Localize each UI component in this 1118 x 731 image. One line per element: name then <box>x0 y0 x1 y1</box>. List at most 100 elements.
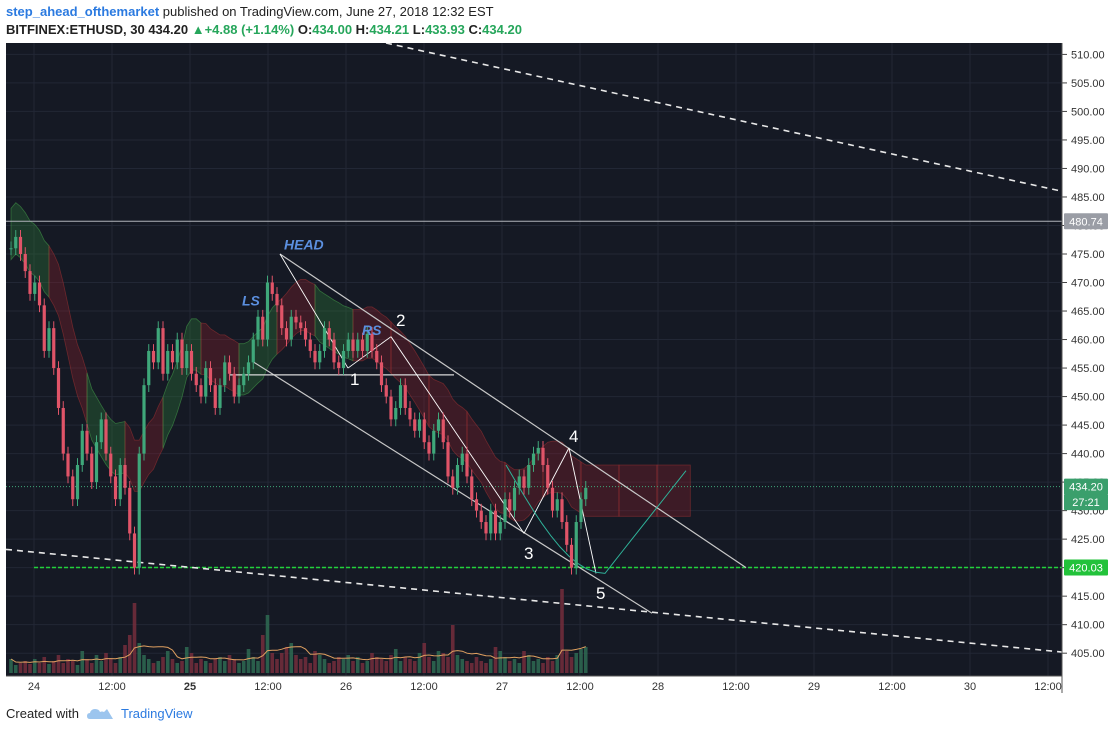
x-tick-label: 12:00 <box>98 681 126 693</box>
volume-bar <box>66 659 70 673</box>
volume-bar <box>465 661 469 673</box>
time-axis: 24 12:00 25 12:00 26 12:00 27 12:00 28 12:00 29 12:… <box>6 675 1062 693</box>
candle-body <box>527 465 531 488</box>
candle-body <box>569 544 574 568</box>
volume-bar <box>218 657 222 673</box>
candle-body <box>218 385 222 408</box>
candle-body <box>180 339 184 369</box>
candle-body <box>299 322 303 329</box>
candle-body <box>80 430 84 465</box>
candle-body <box>560 499 564 523</box>
candle-body <box>455 465 460 488</box>
volume-bar <box>47 664 51 673</box>
volume-bar <box>379 659 384 673</box>
y-tick-label: 455.00 <box>1071 363 1105 375</box>
volume-bar <box>541 663 545 673</box>
candle-body <box>118 465 122 500</box>
wave-segment <box>523 447 570 534</box>
candle-body <box>52 328 56 369</box>
candle-body <box>337 362 341 369</box>
volume-bar <box>389 655 393 673</box>
footer: Created with TradingView <box>6 704 193 724</box>
candle-body <box>37 282 42 306</box>
volume-bar <box>260 635 265 673</box>
candle-body <box>322 328 327 351</box>
volume-bar <box>351 661 355 673</box>
candle-body <box>194 373 198 386</box>
volume-bar <box>374 657 379 673</box>
volume-bar <box>341 659 346 673</box>
candle-body <box>555 499 559 511</box>
annotation-label: 2 <box>396 311 405 330</box>
chart-svg[interactable]: HEAD LS RS 1 2 3 4 5 510.00 505.00 500.00 495.00 49… <box>5 42 1112 693</box>
candle-body <box>546 465 550 488</box>
y-tick-label: 445.00 <box>1071 420 1105 432</box>
candle-body <box>446 442 450 477</box>
candle-body <box>536 447 540 454</box>
volume-bar <box>23 661 28 673</box>
candle-body <box>427 442 431 454</box>
candle-body <box>204 368 208 397</box>
candle-body <box>294 316 298 323</box>
volume-bar <box>151 663 156 673</box>
annotation-label: RS <box>362 322 382 338</box>
candle-body <box>289 316 293 340</box>
volume-bar <box>393 649 398 673</box>
candle-body <box>242 373 246 386</box>
candle-body <box>484 522 488 534</box>
wave-segment <box>347 336 392 369</box>
volume-bar <box>61 663 66 673</box>
annotations: HEAD LS RS 1 2 3 4 5 <box>242 236 605 603</box>
volume-bar <box>408 659 412 673</box>
cloud-segment <box>618 464 658 517</box>
grid <box>6 43 1062 676</box>
volume-bar <box>118 657 123 673</box>
volume-bar <box>175 663 180 673</box>
price-label-text: 420.03 <box>1069 562 1103 574</box>
volume-bar <box>355 657 360 673</box>
candle-body <box>318 350 322 363</box>
volume-bar <box>70 661 75 673</box>
volume-bar <box>313 651 317 673</box>
wave-segment <box>390 336 525 534</box>
candle-body <box>360 339 365 351</box>
volume-bar <box>545 657 550 673</box>
x-tick-label: 12:00 <box>1034 681 1062 693</box>
volume-bar <box>346 655 351 673</box>
price-chart[interactable]: HEAD LS RS 1 2 3 4 5 510.00 505.00 500.00 495.00 49… <box>5 42 1112 693</box>
candle-body <box>512 487 517 511</box>
candle-body <box>574 522 578 568</box>
candle-body <box>142 385 146 454</box>
candle-body <box>104 419 108 454</box>
volume-bar <box>146 659 151 673</box>
candle-body <box>71 476 75 500</box>
volume-bar <box>208 663 213 673</box>
volume-bar <box>227 655 232 673</box>
candle-body <box>370 333 374 351</box>
volume-bar <box>132 603 137 673</box>
candle-body <box>123 465 127 488</box>
candle-body <box>465 453 469 477</box>
candle-body <box>99 419 103 443</box>
price-label-text: 434.20 <box>1069 482 1103 494</box>
volume-bar <box>403 657 408 673</box>
candle-body <box>565 522 569 545</box>
candle-body <box>403 385 407 408</box>
volume-bar <box>484 663 488 673</box>
volume-bar <box>94 655 99 673</box>
volume-bar <box>336 657 341 673</box>
candle-body <box>327 328 331 340</box>
candle-body <box>275 293 279 306</box>
y-tick-label: 440.00 <box>1071 449 1105 461</box>
tradingview-link[interactable]: TradingView <box>120 706 193 721</box>
volume-bar <box>431 661 436 673</box>
author-link[interactable]: step_ahead_ofthemarket <box>6 4 160 19</box>
volume-bar <box>251 657 256 673</box>
volume-bar <box>536 659 541 673</box>
volume-bar <box>184 647 189 673</box>
candle-body <box>47 328 51 351</box>
x-tick-label: 24 <box>28 681 40 693</box>
volume-bar <box>455 655 460 673</box>
volume-bar <box>560 589 564 673</box>
volume-bar <box>113 663 118 673</box>
